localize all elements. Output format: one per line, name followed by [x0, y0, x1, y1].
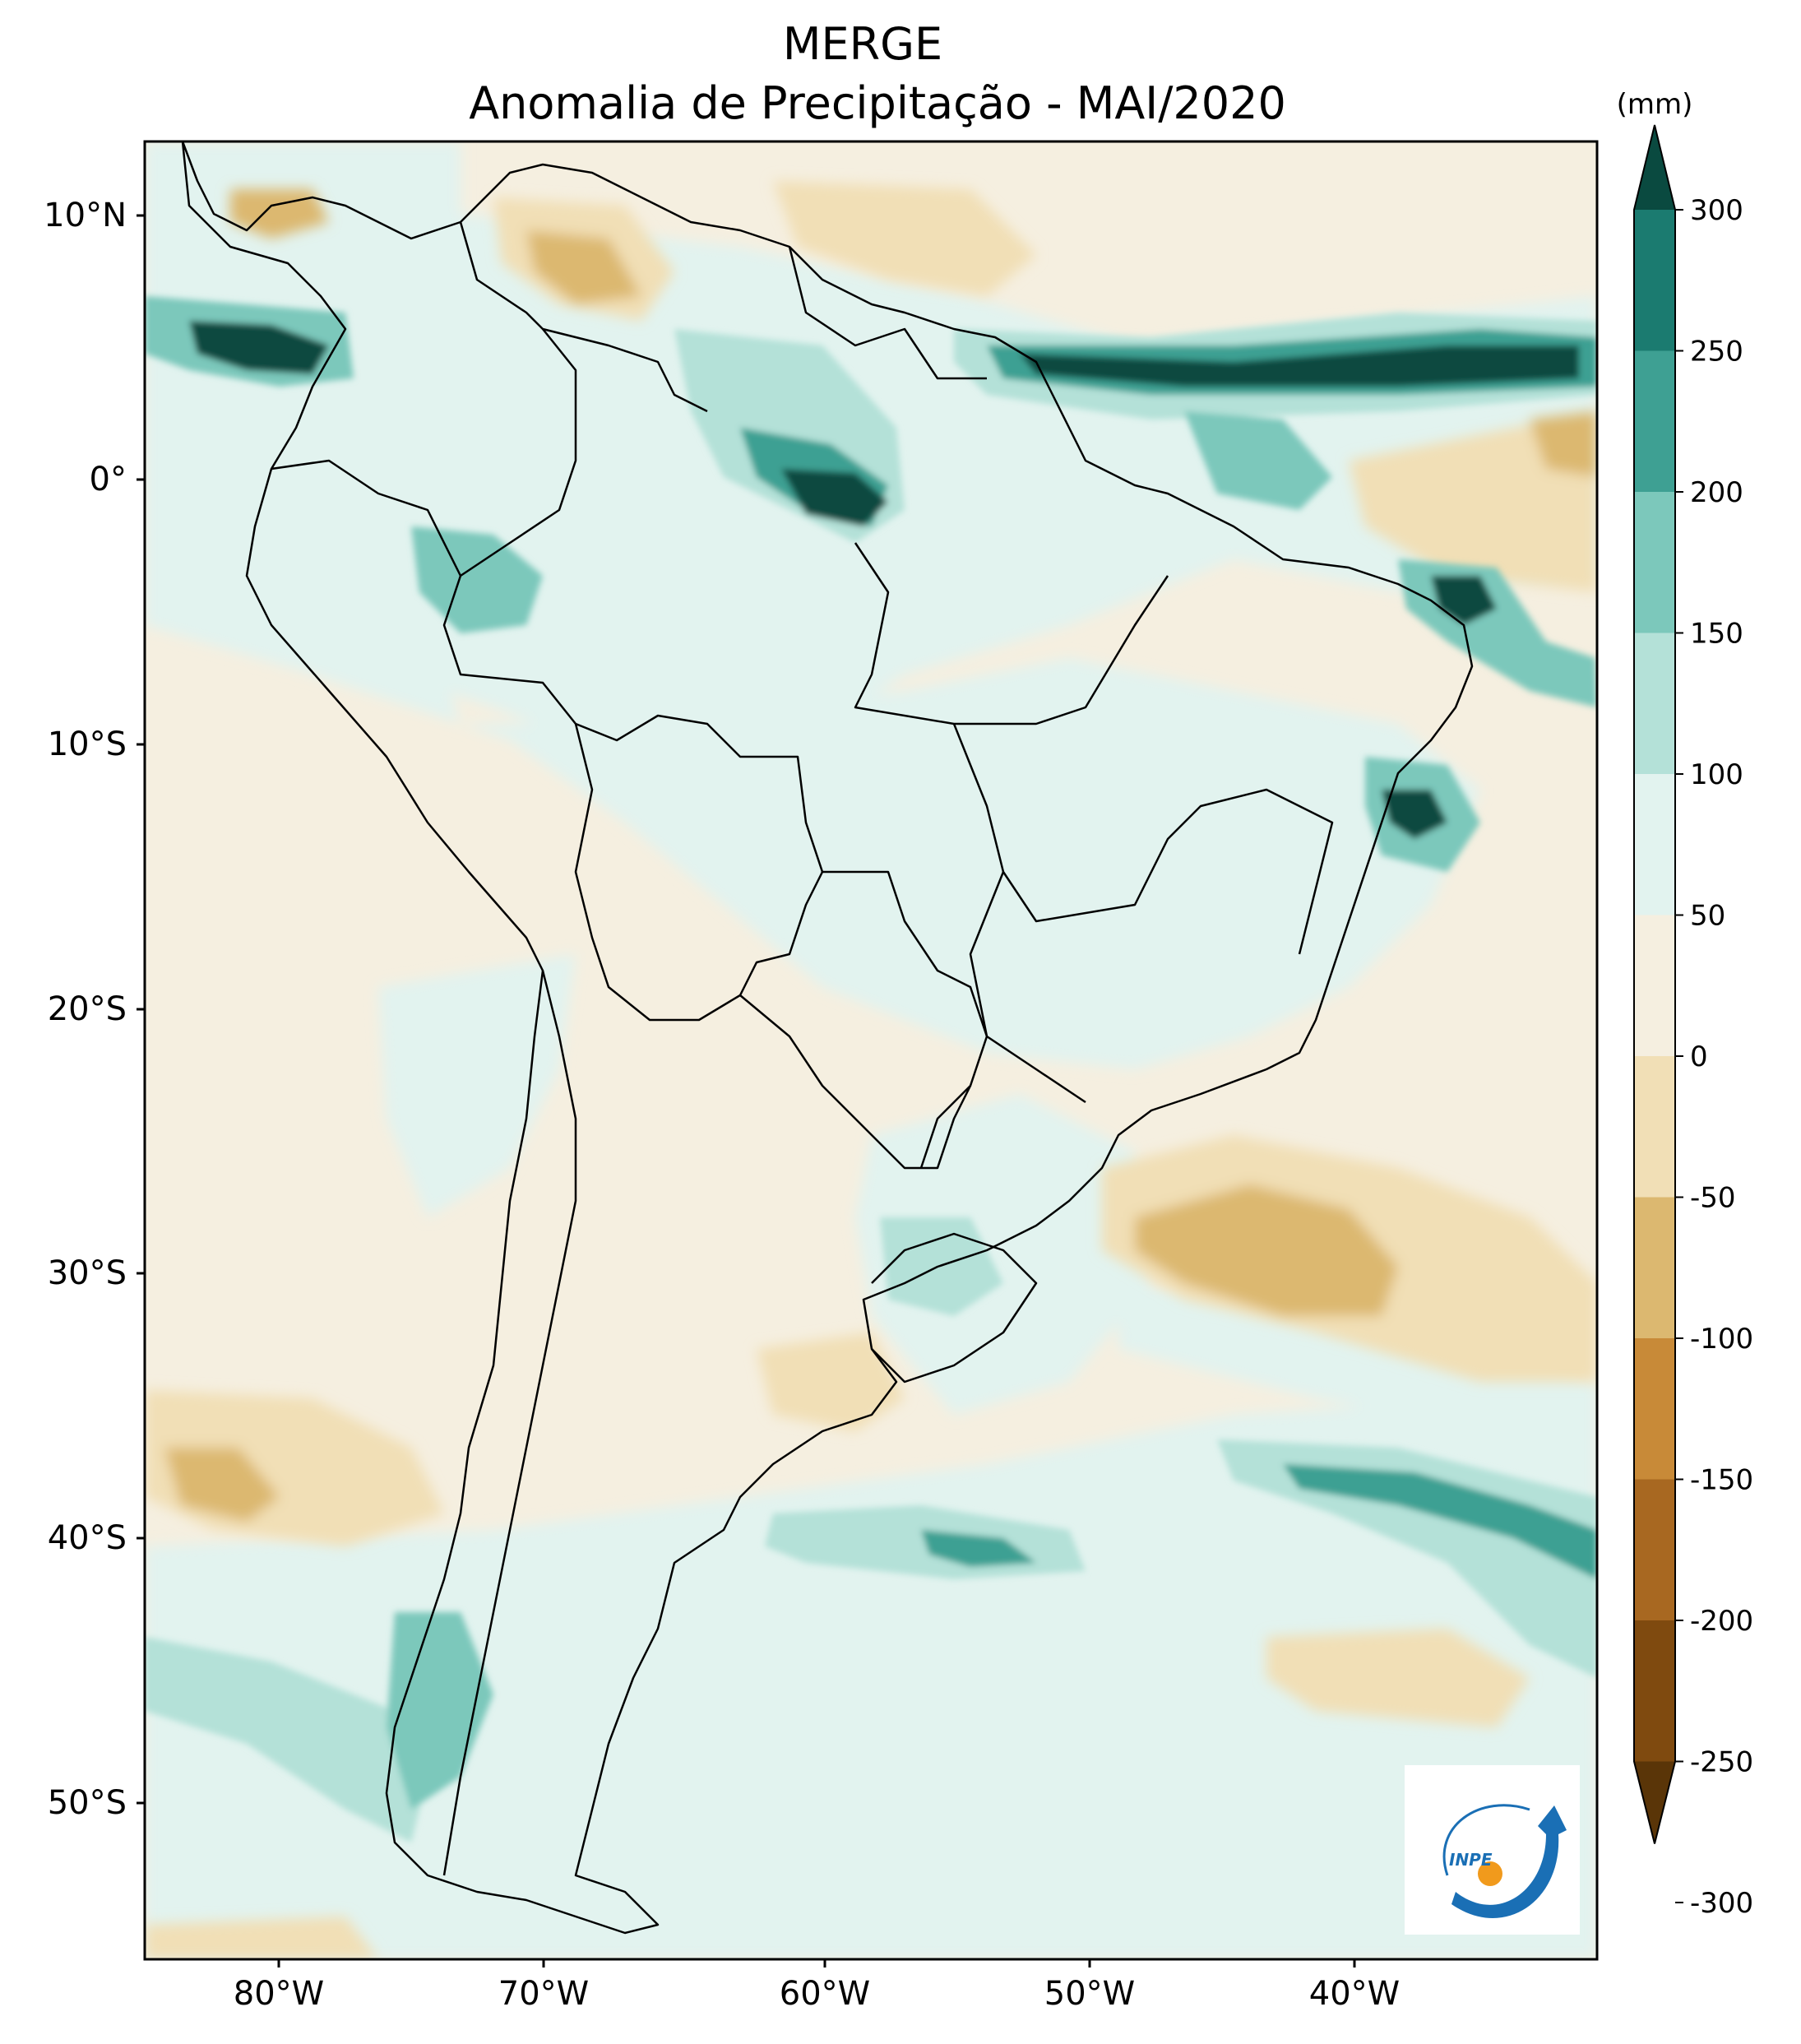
lon-axis: 80°W 70°W 60°W 50°W 40°W — [234, 1959, 1400, 2013]
colorbar-band — [1634, 350, 1675, 493]
anomaly-pos-colombia — [411, 526, 543, 633]
anomaly-neg-north-2 — [526, 230, 641, 304]
border-brazil-west — [442, 328, 988, 1169]
anomaly-pos-patagonia-core — [921, 1530, 1036, 1567]
anomaly-neg-southwest — [145, 1917, 378, 1959]
colorbar-band — [1634, 492, 1675, 633]
anomaly-pos-pacific-north-core — [189, 321, 329, 374]
logo-sun-icon — [1478, 1861, 1502, 1886]
border-venezuela-colombia — [459, 221, 708, 413]
colorbar-tick-label: 150 — [1690, 618, 1743, 651]
anomaly-pos-itcz-core — [1020, 345, 1579, 387]
lat-tick-label: 40°S — [48, 1519, 127, 1557]
colorbar-tick-label: 250 — [1690, 336, 1743, 368]
lat-tick-label: 0° — [90, 461, 127, 498]
anomaly-pos-bahia-core — [1382, 790, 1447, 839]
colorbar-extend-max — [1634, 125, 1675, 210]
colorbar-tick-label: -200 — [1690, 1605, 1753, 1638]
colorbar-band — [1634, 1479, 1675, 1621]
anomaly-negative — [145, 181, 1597, 1959]
anomaly-pos-chile-coast — [387, 1612, 493, 1810]
border-brazil-states-2 — [952, 723, 1334, 955]
colorbar-band — [1634, 1620, 1675, 1762]
lon-tick-label: 40°W — [1309, 1975, 1400, 2013]
colorbar: (mm) 300 250 200 150 100 50 0 -50 -100 -150 -200 -2… — [1617, 88, 1754, 1920]
lat-tick-label: 10°N — [44, 197, 127, 234]
colorbar-band — [1634, 1197, 1675, 1339]
colorbar-tick-label: -50 — [1690, 1182, 1736, 1215]
border-uruguay — [871, 1232, 1038, 1384]
colorbar-tick-label: 100 — [1690, 758, 1743, 791]
map-frame — [143, 140, 1599, 1961]
lon-tick-label: 60°W — [780, 1975, 870, 2013]
colorbar-band — [1634, 210, 1675, 351]
anomaly-pos-amazon-core — [781, 469, 888, 526]
border-brazil-states-3 — [969, 871, 1086, 1104]
colorbar-tick-label: -100 — [1690, 1323, 1753, 1356]
lat-tick-label: 20°S — [48, 990, 127, 1028]
lon-tick-label: 80°W — [234, 1975, 324, 2013]
anomaly-positive — [145, 296, 1597, 1842]
border-guianas — [788, 246, 987, 380]
anomaly-neg-argentina — [757, 1333, 905, 1431]
lat-tick-label: 50°S — [48, 1784, 127, 1822]
colorbar-tick-label: 300 — [1690, 194, 1743, 227]
anomaly-neg-amapa — [773, 181, 1036, 296]
colorbar-extend-min — [1634, 1761, 1675, 1844]
lon-tick-label: 70°W — [498, 1975, 589, 2013]
anomaly-pos-rio-grande — [880, 1217, 1003, 1316]
title-line2: Anomalia de Precipitação - MAI/2020 — [469, 77, 1286, 129]
colorbar-tick-label: -250 — [1690, 1746, 1753, 1779]
colorbar-tick-label: -150 — [1690, 1464, 1753, 1497]
anomaly-pos-pacific-south — [145, 1637, 428, 1842]
anomaly-neg-east-2 — [1530, 411, 1597, 477]
coastlines — [181, 141, 1474, 1935]
map-panel — [145, 141, 1597, 1959]
colorbar-band — [1634, 633, 1675, 775]
border-paraguay — [739, 994, 972, 1170]
colorbar-band — [1634, 1338, 1675, 1480]
anomaly-neg-atlantic-core — [1135, 1184, 1398, 1316]
lat-tick-label: 30°S — [48, 1254, 127, 1292]
colorbar-tick-label: 200 — [1690, 476, 1743, 509]
title-line1: MERGE — [783, 18, 942, 70]
border-ecuador-peru — [271, 459, 462, 577]
colorbar-tick-label: -300 — [1690, 1887, 1753, 1920]
colorbar-tick-label: 50 — [1690, 900, 1725, 933]
anomaly-neg-caribbean — [230, 189, 329, 239]
lat-tick-label: 10°S — [48, 725, 127, 763]
anomaly-neg-east-1 — [1349, 411, 1597, 592]
lat-axis: 10°N 0° 10°S 20°S 30°S 40°S 50°S — [44, 197, 145, 1822]
colorbar-band — [1634, 915, 1675, 1057]
anomaly-pos-amapa-east — [1184, 411, 1332, 510]
anomaly-neg-pacific-core — [164, 1448, 280, 1522]
inpe-logo: INPE — [1405, 1765, 1580, 1935]
colorbar-band — [1634, 774, 1675, 915]
anomaly-neg-south-atl — [1266, 1629, 1530, 1727]
colorbar-band — [1634, 1056, 1675, 1198]
lon-tick-label: 50°W — [1044, 1975, 1135, 2013]
border-argentina-chile — [442, 970, 577, 1876]
anomaly-pos-south-atl-core — [1283, 1464, 1597, 1579]
colorbar-unit: (mm) — [1617, 88, 1693, 121]
border-bolivia — [574, 723, 824, 1022]
logo-text: INPE — [1449, 1850, 1493, 1870]
colorbar-tick-label: 0 — [1690, 1041, 1708, 1073]
